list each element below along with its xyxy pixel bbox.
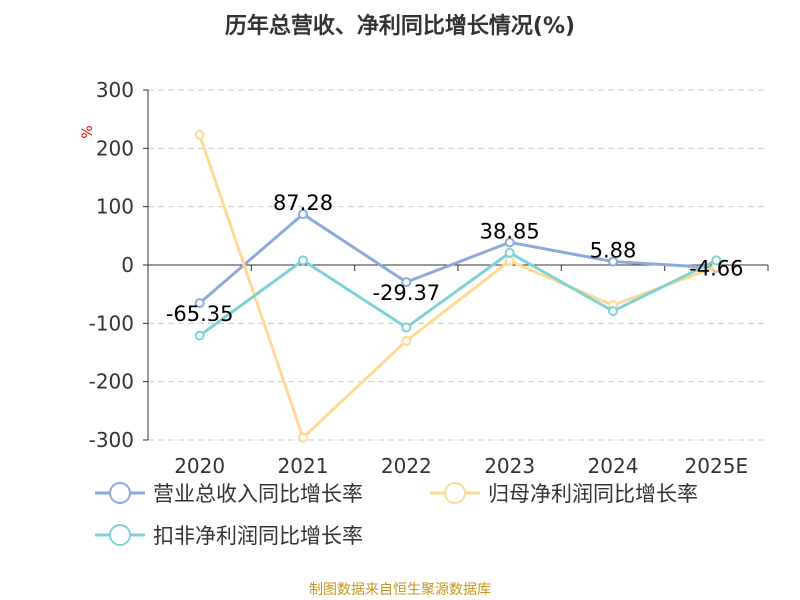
legend-marker xyxy=(109,524,131,546)
x-tick-label: 2023 xyxy=(484,454,535,478)
y-tick-label: 0 xyxy=(121,253,134,277)
y-tick-label: 300 xyxy=(96,78,134,102)
data-point xyxy=(401,322,412,333)
y-tick-label: -100 xyxy=(89,311,134,335)
data-label: -29.37 xyxy=(372,281,440,305)
y-tick-label: 200 xyxy=(96,136,134,160)
data-point xyxy=(711,255,722,266)
source-footer: 制图数据来自恒生聚源数据库 xyxy=(309,582,491,598)
series-line xyxy=(198,250,717,337)
data-point xyxy=(298,255,308,266)
data-point xyxy=(504,255,515,266)
y-tick-label: 100 xyxy=(96,195,134,219)
data-label: 5.88 xyxy=(590,239,637,263)
data-point xyxy=(401,277,412,288)
data-point xyxy=(608,256,618,267)
legend-marker xyxy=(109,482,131,504)
x-tick-label: 2024 xyxy=(588,454,639,478)
legend-label: 归母净利润同比增长率 xyxy=(488,482,698,506)
series-line xyxy=(198,212,717,305)
x-tick-label: 2022 xyxy=(381,454,432,478)
series-line xyxy=(198,134,717,441)
x-tick-label: 2025E xyxy=(685,454,749,478)
data-label: 87.28 xyxy=(273,191,333,215)
data-label: -4.66 xyxy=(689,257,743,281)
data-point xyxy=(194,129,205,140)
data-label: 38.85 xyxy=(480,219,540,243)
y-tick-label: -300 xyxy=(89,428,134,452)
data-point xyxy=(504,247,515,258)
data-label: -65.35 xyxy=(166,302,234,326)
data-point xyxy=(504,237,515,248)
data-point xyxy=(298,432,308,443)
x-tick-label: 2020 xyxy=(174,454,225,478)
data-point xyxy=(608,306,618,317)
legend-marker xyxy=(444,482,466,504)
y-tick-label: -200 xyxy=(89,370,134,394)
chart-title: 历年总营收、净利同比增长情况(%) xyxy=(225,13,575,39)
legend-label: 扣非净利润同比增长率 xyxy=(153,524,363,548)
data-point xyxy=(401,335,412,346)
data-point xyxy=(194,298,205,309)
legend-label: 营业总收入同比增长率 xyxy=(153,482,363,506)
data-point xyxy=(298,209,308,220)
y-axis-label: % xyxy=(80,125,96,138)
x-tick-label: 2021 xyxy=(278,454,329,478)
data-point xyxy=(194,330,205,341)
